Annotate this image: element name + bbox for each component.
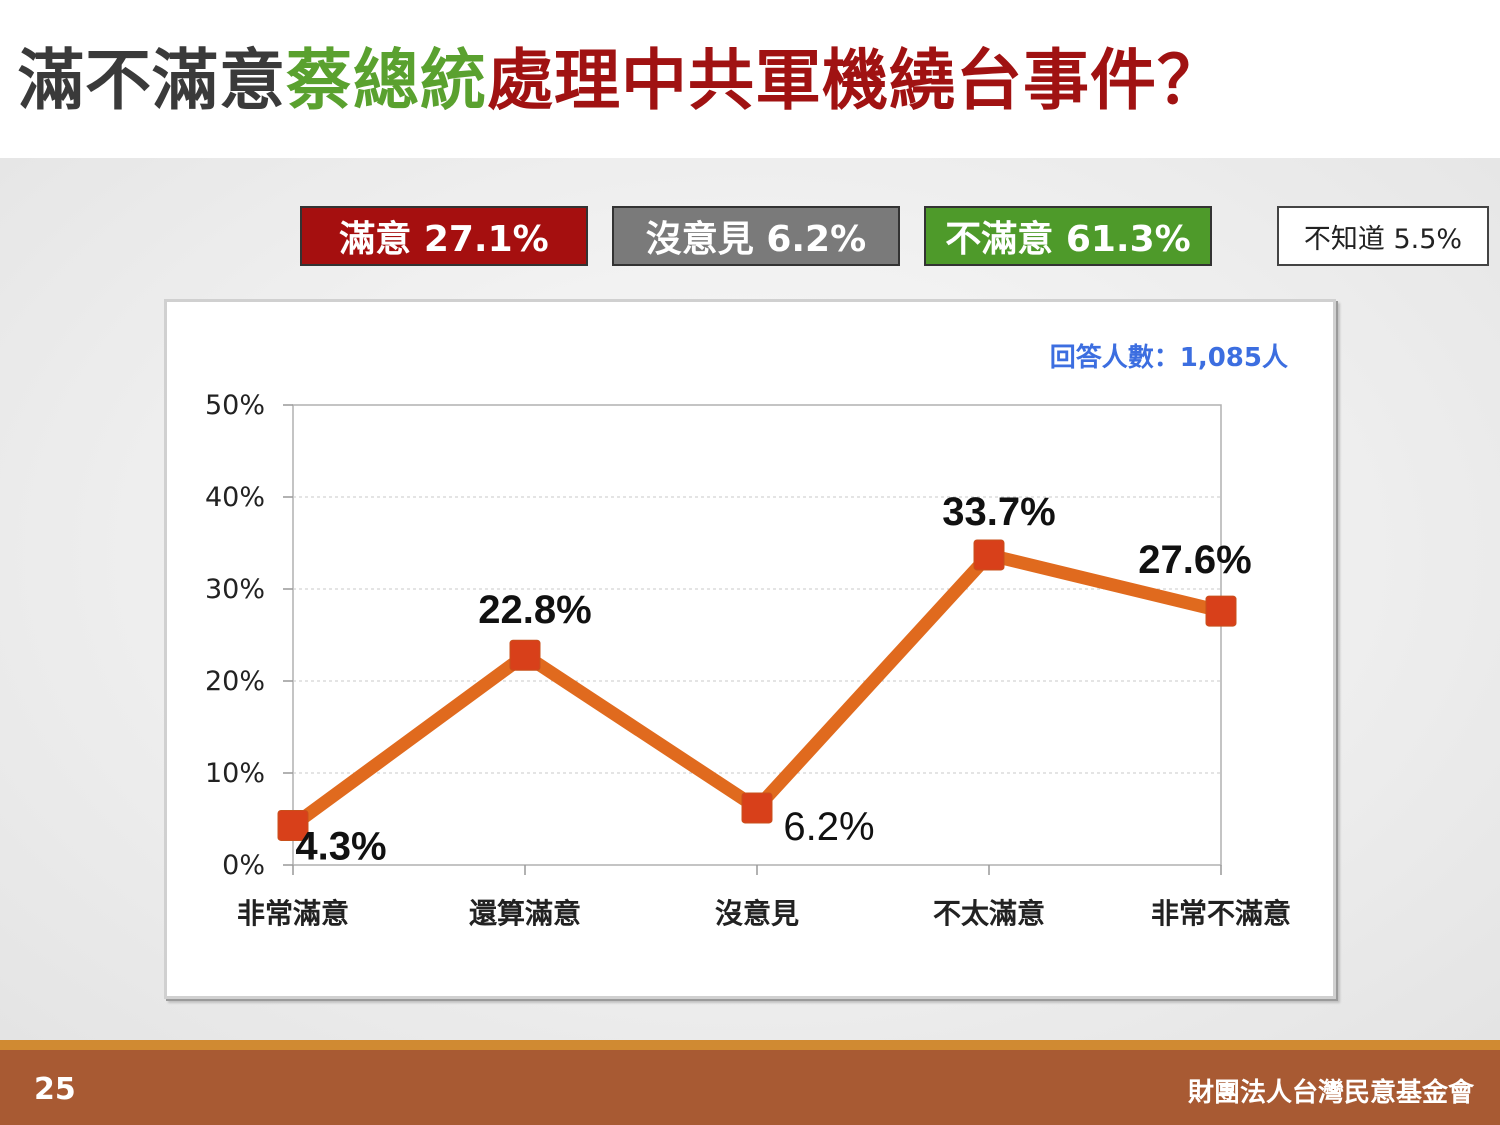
data-label: 22.8% <box>478 588 591 632</box>
respondents-note: 回答人數：1,085人 <box>1050 342 1288 373</box>
y-tick-label: 40% <box>205 482 265 513</box>
y-tick-label: 50% <box>205 390 265 421</box>
line-chart: 回答人數：1,085人 0% 10% 20% 30% 40% 50% 非常滿意 還算滿意 沒意見 不… <box>205 342 1291 930</box>
x-tick-label: 非常滿意 <box>237 897 349 930</box>
y-tick-label: 10% <box>205 758 265 789</box>
legend-dont-know: 不知道 5.5% <box>1277 206 1489 266</box>
data-point-marker <box>1205 595 1237 627</box>
organization-name: 財團法人台灣民意基金會 <box>1187 1078 1474 1108</box>
title-part-president: 蔡總統 <box>286 42 487 119</box>
page-number: 25 <box>34 1072 76 1107</box>
data-label: 6.2% <box>783 805 874 849</box>
series-line <box>289 547 1223 831</box>
legend-dissatisfied: 不滿意 61.3% <box>924 206 1212 266</box>
data-point-marker <box>741 792 773 824</box>
data-point-marker <box>277 809 309 841</box>
title-bar: 滿不滿意蔡總統處理中共軍機繞台事件？ <box>0 0 1500 158</box>
title-part-event: 處理中共軍機繞台事件？ <box>487 42 1224 119</box>
legend-satisfied: 滿意 27.1% <box>300 206 588 266</box>
footer: 25 財團法人台灣民意基金會 <box>0 1040 1500 1125</box>
chart-frame: 回答人數：1,085人 0% 10% 20% 30% 40% 50% 非常滿意 還算滿意 沒意見 不… <box>164 299 1336 999</box>
data-point-marker <box>973 539 1005 571</box>
x-tick-label: 不太滿意 <box>933 897 1045 930</box>
page-title: 滿不滿意蔡總統處理中共軍機繞台事件？ <box>18 36 1224 126</box>
legend-no-opinion: 沒意見 6.2% <box>612 206 900 266</box>
x-tick-label: 非常不滿意 <box>1151 897 1291 930</box>
data-label: 4.3% <box>295 824 386 868</box>
title-part-satisfaction: 滿不滿意 <box>18 42 286 119</box>
data-label: 33.7% <box>942 490 1055 534</box>
data-point-marker <box>509 639 541 671</box>
x-tick-label: 還算滿意 <box>469 897 581 930</box>
y-tick-label: 0% <box>222 850 265 881</box>
x-tick-label: 沒意見 <box>715 897 799 930</box>
y-tick-label: 30% <box>205 574 265 605</box>
data-label: 27.6% <box>1138 538 1251 582</box>
y-tick-label: 20% <box>205 666 265 697</box>
